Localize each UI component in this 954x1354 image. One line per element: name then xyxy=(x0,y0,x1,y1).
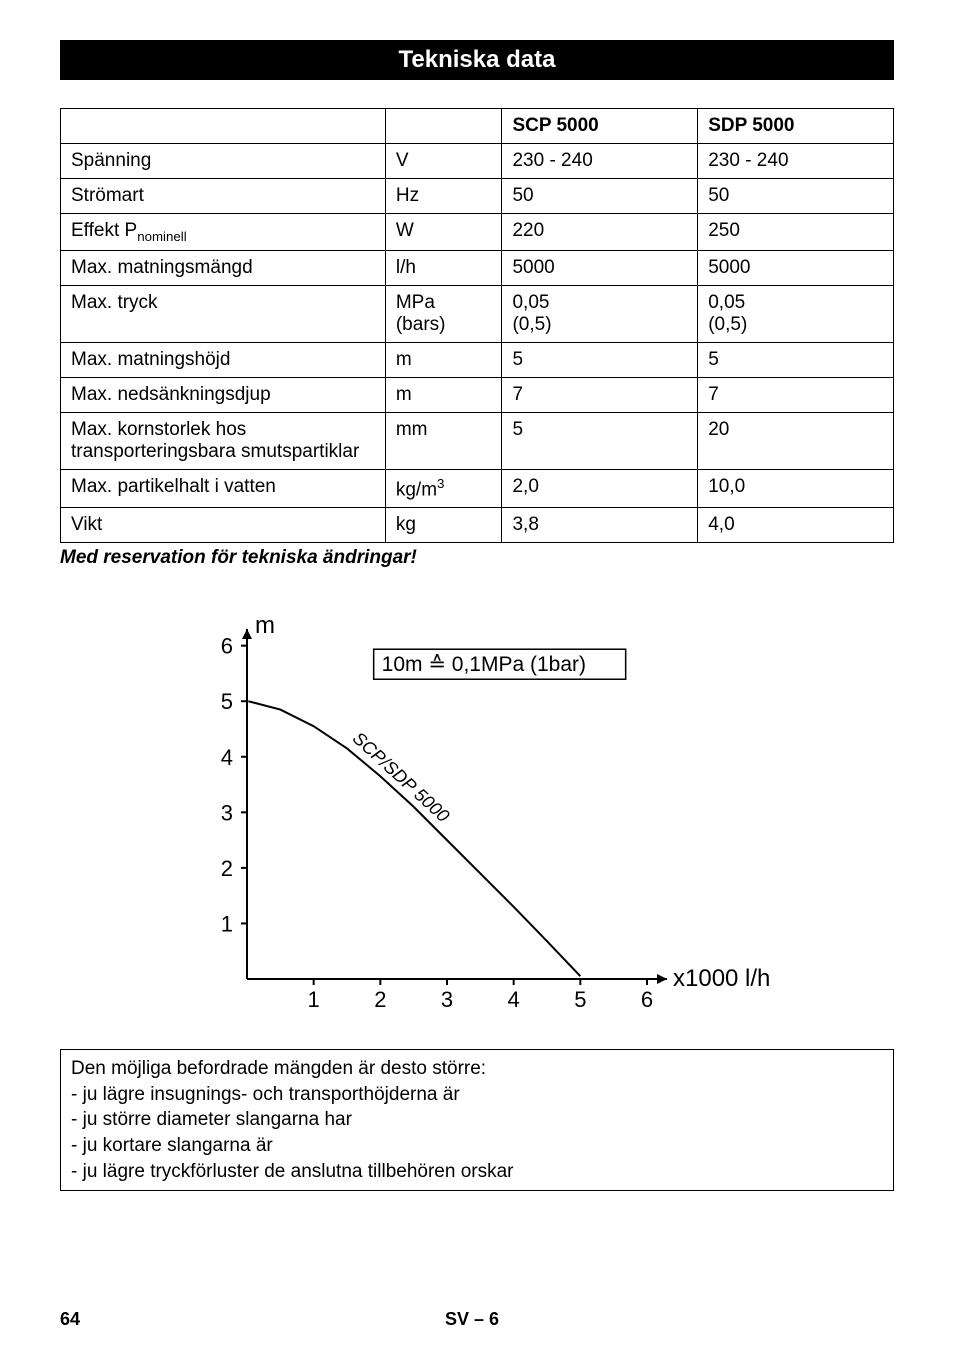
td-label: Max. matningsmängd xyxy=(61,250,386,285)
td-scp: 5 xyxy=(502,342,698,377)
table-row: Max. partikelhalt i vattenkg/m32,010,0 xyxy=(61,469,894,507)
svg-text:5: 5 xyxy=(221,689,233,714)
table-header-row: SCP 5000 SDP 5000 xyxy=(61,109,894,144)
td-label: Max. matningshöjd xyxy=(61,342,386,377)
svg-text:1: 1 xyxy=(221,912,233,937)
notes-heading: Den möjliga befordrade mängden är desto … xyxy=(71,1056,883,1082)
td-sdp: 5 xyxy=(698,342,894,377)
td-sdp: 4,0 xyxy=(698,508,894,543)
td-label: Max. tryck xyxy=(61,285,386,342)
td-sdp: 5000 xyxy=(698,250,894,285)
td-unit: m xyxy=(385,342,502,377)
table-row: SpänningV230 - 240230 - 240 xyxy=(61,144,894,179)
td-label: Max. partikelhalt i vatten xyxy=(61,469,386,507)
td-sdp: 10,0 xyxy=(698,469,894,507)
table-row: Viktkg3,84,0 xyxy=(61,508,894,543)
td-scp: 230 - 240 xyxy=(502,144,698,179)
svg-text:2: 2 xyxy=(374,987,386,1012)
table-row: Max. kornstorlek hos transporteringsbara… xyxy=(61,412,894,469)
table-row: StrömartHz5050 xyxy=(61,179,894,214)
td-sdp: 50 xyxy=(698,179,894,214)
spec-table: SCP 5000 SDP 5000 SpänningV230 - 240230 … xyxy=(60,108,894,543)
td-sdp: 230 - 240 xyxy=(698,144,894,179)
chart-svg: 123456123456mx1000 l/h10m ≙ 0,1MPa (1bar… xyxy=(177,599,777,1029)
page-footer: 64 SV – 6 xyxy=(0,1309,954,1330)
table-row: Effekt PnominellW220250 xyxy=(61,214,894,251)
svg-text:x1000 l/h: x1000 l/h xyxy=(673,965,770,992)
td-unit: MPa(bars) xyxy=(385,285,502,342)
td-scp: 5 xyxy=(502,412,698,469)
th-scp: SCP 5000 xyxy=(502,109,698,144)
td-sdp: 250 xyxy=(698,214,894,251)
table-row: Max. matningshöjdm55 xyxy=(61,342,894,377)
td-unit: V xyxy=(385,144,502,179)
notes-item: - ju lägre tryckförluster de anslutna ti… xyxy=(71,1159,883,1185)
svg-text:m: m xyxy=(255,612,275,639)
footer-mid: SV – 6 xyxy=(445,1309,499,1330)
svg-text:3: 3 xyxy=(221,800,233,825)
table-row: Max. tryckMPa(bars)0,05(0,5)0,05(0,5) xyxy=(61,285,894,342)
td-unit: kg xyxy=(385,508,502,543)
td-unit: mm xyxy=(385,412,502,469)
td-label: Effekt Pnominell xyxy=(61,214,386,251)
td-scp: 0,05(0,5) xyxy=(502,285,698,342)
pump-curve-chart: 123456123456mx1000 l/h10m ≙ 0,1MPa (1bar… xyxy=(177,599,777,1029)
td-label: Spänning xyxy=(61,144,386,179)
th-blank xyxy=(61,109,386,144)
td-scp: 5000 xyxy=(502,250,698,285)
svg-text:3: 3 xyxy=(441,987,453,1012)
svg-text:6: 6 xyxy=(641,987,653,1012)
td-unit: m xyxy=(385,377,502,412)
notes-item: - ju större diameter slangarna har xyxy=(71,1107,883,1133)
td-sdp: 20 xyxy=(698,412,894,469)
td-scp: 7 xyxy=(502,377,698,412)
reservation-note: Med reservation för tekniska ändringar! xyxy=(60,547,894,569)
notes-box: Den möjliga befordrade mängden är desto … xyxy=(60,1049,894,1191)
th-sdp: SDP 5000 xyxy=(698,109,894,144)
td-sdp: 0,05(0,5) xyxy=(698,285,894,342)
td-unit: Hz xyxy=(385,179,502,214)
td-label: Max. nedsänkningsdjup xyxy=(61,377,386,412)
section-title: Tekniska data xyxy=(60,40,894,80)
td-label: Max. kornstorlek hos transporteringsbara… xyxy=(61,412,386,469)
svg-text:1: 1 xyxy=(308,987,320,1012)
page-number: 64 xyxy=(60,1309,80,1330)
svg-text:10m ≙ 0,1MPa (1bar): 10m ≙ 0,1MPa (1bar) xyxy=(382,653,586,676)
td-unit: W xyxy=(385,214,502,251)
svg-text:5: 5 xyxy=(574,987,586,1012)
td-sdp: 7 xyxy=(698,377,894,412)
td-scp: 2,0 xyxy=(502,469,698,507)
svg-text:6: 6 xyxy=(221,634,233,659)
svg-text:SCP/SDP 5000: SCP/SDP 5000 xyxy=(349,728,453,826)
svg-text:4: 4 xyxy=(221,745,233,770)
td-unit: kg/m3 xyxy=(385,469,502,507)
td-scp: 3,8 xyxy=(502,508,698,543)
svg-text:2: 2 xyxy=(221,856,233,881)
td-unit: l/h xyxy=(385,250,502,285)
td-scp: 50 xyxy=(502,179,698,214)
table-row: Max. nedsänkningsdjupm77 xyxy=(61,377,894,412)
notes-item: - ju lägre insugnings- och transporthöjd… xyxy=(71,1082,883,1108)
svg-text:4: 4 xyxy=(508,987,520,1012)
notes-item: - ju kortare slangarna är xyxy=(71,1133,883,1159)
th-blank2 xyxy=(385,109,502,144)
td-label: Strömart xyxy=(61,179,386,214)
td-scp: 220 xyxy=(502,214,698,251)
td-label: Vikt xyxy=(61,508,386,543)
table-row: Max. matningsmängdl/h50005000 xyxy=(61,250,894,285)
